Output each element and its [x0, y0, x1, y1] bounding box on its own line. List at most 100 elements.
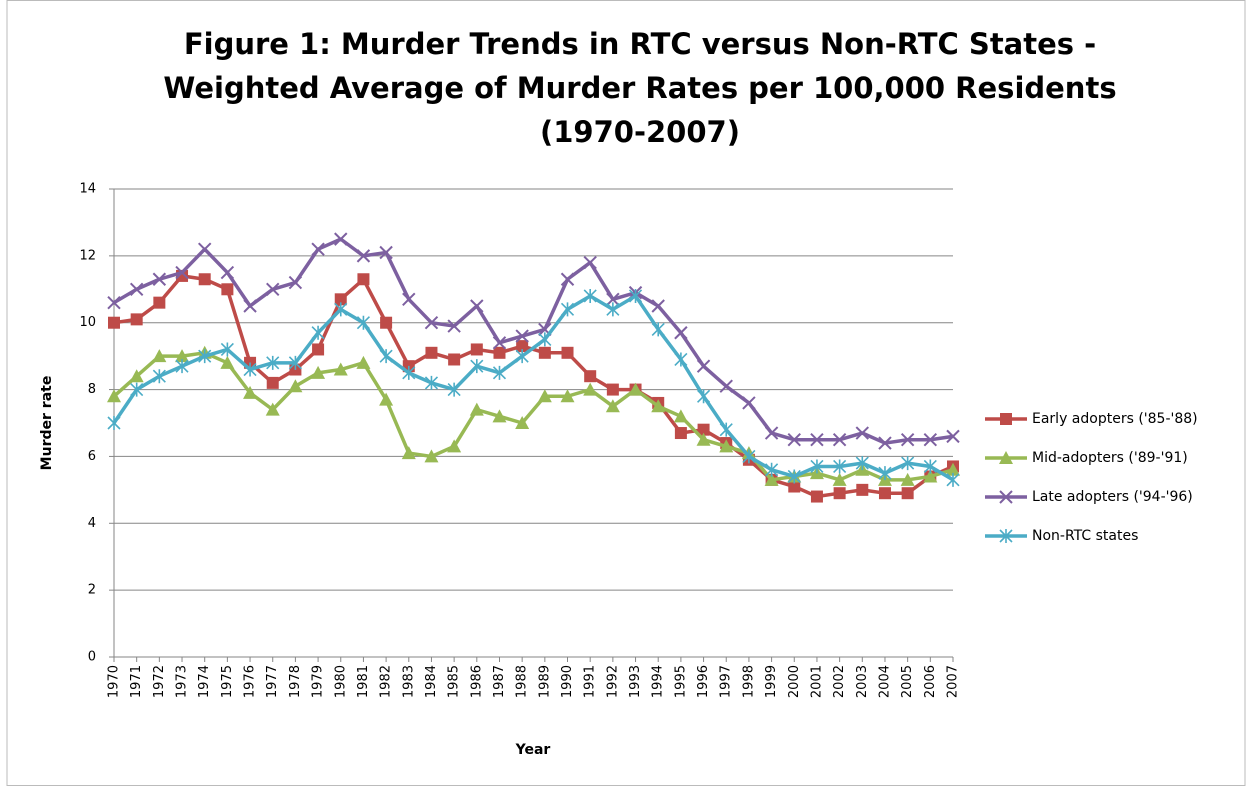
marker [311, 325, 325, 340]
x-tick-label: 1987 [492, 665, 507, 698]
marker [401, 446, 416, 460]
marker [628, 382, 643, 396]
marker [673, 409, 688, 423]
marker [175, 359, 189, 374]
x-tick-label: 1976 [243, 665, 258, 698]
marker [402, 292, 416, 307]
x-tick-label: 1989 [537, 665, 552, 698]
x-tick-label: 1977 [265, 665, 280, 698]
marker [198, 273, 211, 286]
marker [107, 389, 121, 403]
marker [447, 382, 461, 397]
marker [266, 376, 279, 389]
marker [674, 326, 688, 340]
marker [765, 462, 779, 477]
marker [901, 456, 915, 471]
marker [402, 365, 416, 380]
marker [197, 242, 212, 256]
legend-label: Early adopters ('85-'88) [1032, 411, 1198, 427]
marker [856, 483, 869, 496]
marker [243, 299, 257, 313]
x-tick-label: 1985 [447, 665, 462, 698]
marker [538, 332, 552, 347]
marker [560, 302, 575, 317]
series-line [112, 294, 954, 482]
marker [107, 416, 121, 430]
marker [492, 365, 507, 380]
marker [334, 232, 348, 246]
x-tick-label: 1994 [651, 665, 666, 698]
chart-title: Weighted Average of Murder Rates per 100… [163, 71, 1116, 105]
marker [832, 433, 847, 447]
marker [380, 316, 393, 329]
marker [220, 265, 235, 280]
marker [493, 346, 506, 359]
marker [425, 346, 438, 359]
x-tick-label: 1999 [764, 665, 779, 698]
marker [946, 472, 960, 487]
x-tick-label: 2002 [832, 665, 847, 698]
marker [901, 487, 914, 500]
marker [515, 349, 529, 364]
marker [379, 392, 394, 406]
marker [833, 487, 846, 500]
marker [788, 480, 801, 493]
y-tick-label: 0 [88, 650, 96, 665]
x-axis-label: Year [515, 742, 551, 758]
marker [447, 319, 461, 333]
marker [561, 346, 574, 359]
x-tick-label: 1990 [560, 665, 575, 698]
x-tick-label: 2004 [877, 665, 892, 698]
marker [742, 449, 756, 464]
marker [379, 245, 393, 260]
marker [583, 255, 597, 270]
marker [787, 469, 801, 484]
marker [674, 427, 687, 440]
x-tick-label: 1988 [515, 665, 530, 698]
marker [923, 459, 937, 474]
marker [719, 439, 734, 453]
marker [832, 472, 847, 486]
x-tick-label: 1982 [379, 665, 394, 698]
marker [946, 462, 960, 476]
y-tick-label: 12 [79, 248, 96, 263]
marker [855, 456, 869, 471]
marker [810, 459, 824, 474]
marker [764, 426, 779, 440]
y-tick-label: 10 [79, 315, 96, 330]
marker [900, 472, 915, 486]
marker [470, 359, 484, 374]
marker [900, 433, 915, 447]
marker [878, 466, 892, 481]
marker [266, 282, 280, 296]
x-tick-label: 1996 [696, 665, 711, 698]
marker [584, 370, 597, 383]
x-tick-label: 2005 [900, 665, 915, 698]
marker [334, 302, 348, 317]
x-tick-label: 1979 [311, 665, 326, 698]
marker [651, 399, 666, 413]
marker [220, 355, 235, 369]
x-tick-label: 1971 [129, 665, 144, 698]
marker [923, 433, 938, 447]
marker [946, 429, 960, 444]
marker [447, 439, 462, 453]
x-tick-label: 1974 [197, 665, 212, 698]
marker [129, 369, 144, 383]
x-tick-label: 2001 [809, 665, 824, 698]
marker [674, 352, 688, 367]
marker [855, 426, 870, 440]
marker [107, 295, 121, 310]
marker [356, 249, 371, 263]
marker [697, 389, 711, 404]
marker [583, 382, 598, 396]
marker [470, 343, 483, 356]
marker [515, 416, 530, 429]
marker [152, 349, 167, 363]
marker [266, 355, 280, 370]
marker [356, 315, 370, 330]
marker [469, 402, 484, 416]
marker [1000, 413, 1012, 425]
marker [243, 362, 257, 377]
